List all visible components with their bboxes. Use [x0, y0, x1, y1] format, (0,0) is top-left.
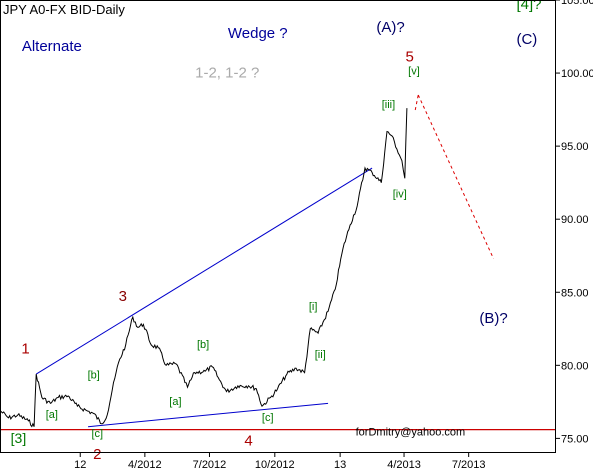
y-tick-label: 105.00 — [561, 0, 593, 7]
x-tick-label: 12 — [74, 459, 86, 470]
y-tick-label: 80.00 — [561, 360, 589, 372]
wave-label: [iii] — [382, 99, 395, 111]
wave-label: 3 — [119, 288, 127, 305]
wave-label: 1-2, 1-2 ? — [195, 64, 259, 81]
projection-line — [417, 94, 494, 259]
y-tick-label: 95.00 — [561, 141, 589, 153]
wave-label: (A)? — [376, 19, 404, 36]
projection-leg — [414, 94, 419, 111]
wave-label: [i] — [309, 301, 318, 313]
wave-label: 2 — [93, 446, 101, 463]
wave-label: [c] — [262, 412, 274, 424]
x-tick-label: 7/2012 — [193, 459, 227, 470]
channel-line — [35, 167, 373, 375]
wave-label: forDmitry@yahoo.com — [356, 426, 466, 438]
y-tick-label: 90.00 — [561, 214, 589, 226]
plot-frame — [0, 0, 556, 453]
price-series-line — [0, 108, 408, 428]
x-tick-label: 4/2012 — [128, 459, 162, 470]
wave-label: (B)? — [479, 310, 507, 327]
x-tick-label: 7/2013 — [452, 459, 486, 470]
wave-label: 4 — [244, 433, 252, 450]
wave-label: [a] — [169, 396, 181, 408]
wave-label: 5 — [406, 48, 414, 65]
wave-label: [v] — [408, 66, 420, 78]
wave-label: Wedge ? — [228, 25, 288, 42]
wave-label: Alternate — [22, 38, 82, 55]
y-tick-label: 85.00 — [561, 287, 589, 299]
wave-label: 1 — [21, 341, 29, 358]
wave-label: [a] — [46, 409, 58, 421]
wave-label: (C) — [516, 31, 537, 48]
y-tick-label: 100.00 — [561, 68, 593, 80]
wave-label: [4]? — [517, 0, 542, 13]
wave-label: [ii] — [315, 349, 326, 361]
y-tick-label: 75.00 — [561, 433, 589, 445]
wave-label: [3] — [11, 430, 27, 446]
wave-label: [b] — [197, 339, 209, 351]
x-tick-label: 4/2013 — [387, 459, 421, 470]
channel-line — [88, 402, 329, 428]
wave-label: [iv] — [393, 188, 407, 200]
wave-label: [c] — [91, 428, 103, 440]
wave-label: [b] — [88, 369, 100, 381]
x-tick-label: 10/2012 — [255, 459, 295, 470]
x-tick-label: 13 — [334, 459, 346, 470]
chart-title: JPY A0-FX BID-Daily — [3, 2, 125, 17]
